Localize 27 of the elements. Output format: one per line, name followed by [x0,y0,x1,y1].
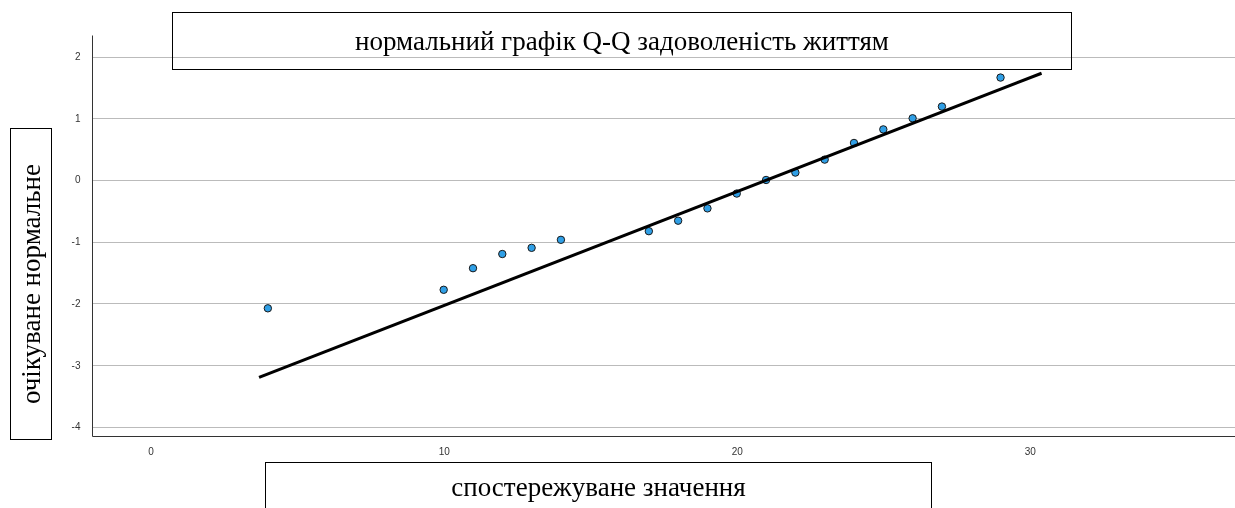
x-tick-label: 20 [731,445,744,457]
y-tick-label: -1 [71,236,81,248]
point [908,114,917,123]
x-tick-label: 30 [1024,445,1037,457]
point [498,249,507,259]
point [673,216,683,225]
point [263,304,273,313]
y-tick-label: 2 [74,51,81,63]
y-tick-label: -2 [71,297,81,309]
y-tick-label: -4 [71,421,81,433]
x-tick-label: 0 [148,445,155,457]
point [644,226,654,236]
point [439,285,448,294]
point [527,243,536,253]
y-tick-label: -3 [71,359,81,371]
point [556,235,566,245]
point [468,264,478,273]
y-tick-label: 1 [74,112,81,124]
y-tick-label: 0 [74,174,81,186]
x-tick-label: 10 [438,445,451,457]
point [879,125,888,134]
point [937,102,947,111]
y-axis-title: очікуване нормальне [15,163,47,405]
point [996,73,1005,82]
x-axis-title: спостережуване значення [265,462,932,508]
chart-title: нормальний графік Q-Q задоволеність життям [172,12,1072,70]
point [703,204,712,213]
